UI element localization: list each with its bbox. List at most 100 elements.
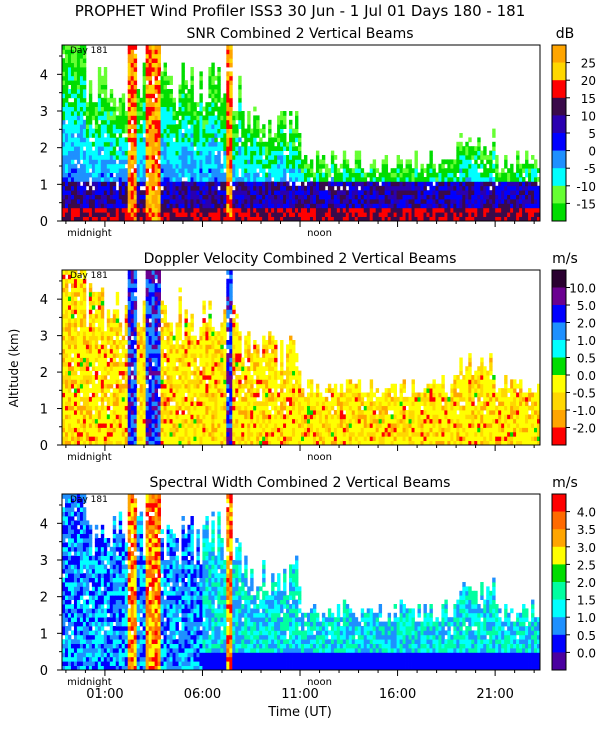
heatmap-cell <box>79 357 84 363</box>
heatmap-cell <box>208 102 212 107</box>
heatmap-cell <box>97 203 102 209</box>
heatmap-cell <box>130 383 135 389</box>
heatmap-cell <box>426 163 430 169</box>
heatmap-cell <box>100 361 105 367</box>
heatmap-cell <box>465 194 469 200</box>
heatmap-cell <box>175 440 179 446</box>
heatmap-cell <box>190 67 194 72</box>
heatmap-cell <box>76 137 81 143</box>
heatmap-cell <box>465 168 469 173</box>
heatmap-cell <box>115 300 120 306</box>
heatmap-cell <box>462 177 466 182</box>
heatmap-cell <box>226 119 230 125</box>
heatmap-cell <box>154 375 158 380</box>
heatmap-cell <box>477 203 481 209</box>
heatmap-cell <box>175 396 179 402</box>
heatmap-cell <box>289 163 293 169</box>
heatmap-cell <box>145 340 150 345</box>
heatmap-cell <box>73 89 78 94</box>
heatmap-cell <box>109 431 114 437</box>
heatmap-cell <box>417 185 421 191</box>
heatmap-cell <box>244 155 248 160</box>
heatmap-cell <box>172 335 176 341</box>
heatmap-cell <box>166 102 170 107</box>
heatmap-cell <box>73 80 78 85</box>
heatmap-cell <box>136 414 141 420</box>
heatmap-cell <box>411 194 415 200</box>
heatmap-cell <box>151 89 156 94</box>
heatmap-cell <box>85 207 90 213</box>
heatmap-cell <box>202 418 206 424</box>
heatmap-cell <box>70 119 75 125</box>
heatmap-cell <box>489 194 493 200</box>
heatmap-cell <box>432 203 436 209</box>
heatmap-cell <box>528 207 532 213</box>
heatmap-cell <box>504 207 508 213</box>
heatmap-cell <box>67 370 72 376</box>
heatmap-cell <box>241 216 245 222</box>
heatmap-cell <box>127 340 132 345</box>
heatmap-cell <box>169 124 173 129</box>
heatmap-cell <box>211 172 215 178</box>
heatmap-cell <box>67 418 72 424</box>
heatmap-cell <box>82 313 87 319</box>
heatmap-cell <box>169 340 173 345</box>
heatmap-cell <box>468 146 472 151</box>
heatmap-cell <box>220 203 224 209</box>
heatmap-cell <box>250 128 254 134</box>
colorbar-swatch <box>552 80 566 99</box>
heatmap-cell <box>354 168 359 173</box>
heatmap-cell <box>139 181 144 187</box>
heatmap-cell <box>142 71 147 77</box>
heatmap-cell <box>184 216 188 222</box>
heatmap-cell <box>64 392 69 398</box>
heatmap-cell <box>238 207 242 213</box>
heatmap-cell <box>70 216 75 222</box>
heatmap-cell <box>217 159 221 165</box>
heatmap-cell <box>196 190 200 195</box>
heatmap-cell <box>501 203 505 209</box>
heatmap-cell <box>172 216 176 222</box>
heatmap-cell <box>88 115 93 121</box>
heatmap-cell <box>124 181 129 187</box>
heatmap-cell <box>471 181 475 187</box>
heatmap-cell <box>172 379 176 385</box>
heatmap-cell <box>154 84 158 90</box>
heatmap-cell <box>127 379 132 385</box>
heatmap-cell <box>109 326 114 332</box>
heatmap-cell <box>67 326 72 332</box>
heatmap-cell <box>160 89 164 94</box>
heatmap-cell <box>190 150 194 156</box>
heatmap-cell <box>226 155 230 160</box>
heatmap-cell <box>471 203 475 209</box>
heatmap-cell <box>151 141 156 147</box>
heatmap-cell <box>139 141 144 147</box>
heatmap-cell <box>525 216 529 222</box>
heatmap-cell <box>292 216 296 222</box>
heatmap-cell <box>226 133 230 138</box>
heatmap-cell <box>79 287 84 293</box>
heatmap-cell <box>193 194 197 200</box>
heatmap-cell <box>91 291 96 297</box>
heatmap-cell <box>76 115 81 121</box>
heatmap-cell <box>363 199 368 204</box>
heatmap-cell <box>70 185 75 191</box>
heatmap-cell <box>265 203 269 209</box>
heatmap-cell <box>453 190 457 195</box>
heatmap-cell <box>372 207 377 213</box>
heatmap-cell <box>142 401 147 407</box>
heatmap-cell <box>70 67 75 72</box>
heatmap-cell <box>73 168 78 173</box>
heatmap-cell <box>190 405 194 411</box>
heatmap-cell <box>175 133 179 138</box>
heatmap-cell <box>495 207 499 213</box>
heatmap-cell <box>124 405 129 411</box>
heatmap-cell <box>106 401 111 407</box>
heatmap-cell <box>333 177 338 182</box>
heatmap-cell <box>70 370 75 376</box>
heatmap-cell <box>97 168 102 173</box>
heatmap-cell <box>405 203 409 209</box>
heatmap-cell <box>226 194 230 200</box>
heatmap-cell <box>97 150 102 156</box>
heatmap-cell <box>360 203 365 209</box>
